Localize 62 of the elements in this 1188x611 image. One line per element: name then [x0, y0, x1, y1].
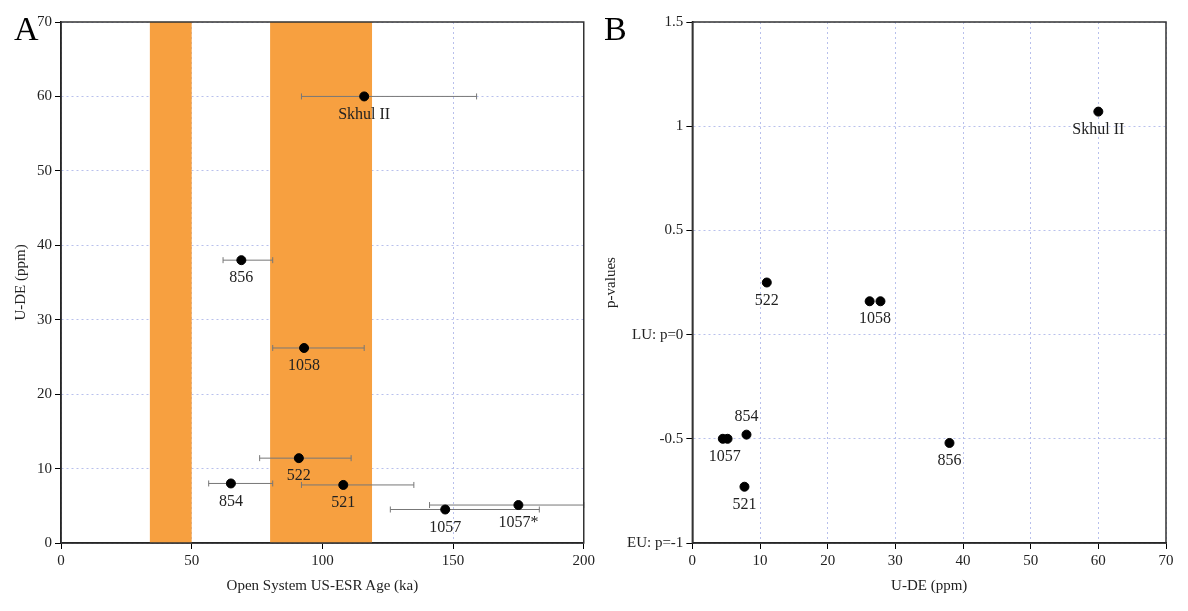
x-tick-label: 50 — [1023, 551, 1039, 568]
y-tick-label: 0 — [44, 533, 52, 550]
annotation: 1057* — [498, 513, 539, 531]
y-tick-label: 30 — [37, 310, 52, 327]
point — [741, 429, 752, 440]
point — [875, 296, 886, 307]
point — [864, 296, 875, 307]
point — [359, 91, 370, 102]
x-tick-label: 40 — [955, 551, 971, 568]
x-tick-label: 20 — [820, 551, 836, 568]
point — [225, 478, 236, 489]
x-tick-label: 100 — [311, 551, 334, 568]
y-tick-label: 50 — [37, 161, 52, 178]
y-tick-label: 1.5 — [664, 12, 684, 29]
y-tick-label: 10 — [37, 459, 52, 476]
x-tick-label: 70 — [1158, 551, 1174, 568]
x-tick-label: 0 — [57, 551, 65, 568]
annotation: 522 — [286, 466, 311, 484]
y-axis-title: U-DE (ppm) — [11, 244, 29, 321]
point — [761, 277, 772, 288]
annotation: 1057 — [429, 517, 462, 535]
y-tick-label: EU: p=-1 — [626, 533, 684, 550]
y-tick-label: -0.5 — [659, 429, 684, 446]
annotation: Skhul II — [1072, 119, 1125, 137]
point — [299, 343, 310, 353]
annotation: 521 — [331, 493, 356, 511]
x-tick-label: 60 — [1090, 551, 1106, 568]
chart-title: A — [14, 9, 39, 47]
x-tick-label: 10 — [752, 551, 768, 568]
point — [1093, 106, 1104, 117]
y-tick-label: 60 — [37, 87, 52, 104]
x-axis-title: Open System US-ESR Age (ka) — [226, 576, 419, 594]
y-tick-label: 20 — [37, 385, 52, 402]
x-tick-label: 30 — [887, 551, 903, 568]
x-axis-title: U-DE (ppm) — [891, 576, 968, 594]
annotation: 1058 — [288, 356, 321, 374]
annotation: 522 — [754, 290, 779, 308]
point — [293, 453, 304, 464]
y-tick-label: 0.5 — [664, 221, 684, 238]
chart-title: B — [604, 9, 627, 47]
x-tick-label: 200 — [572, 551, 595, 568]
y-tick-label: 70 — [37, 12, 52, 29]
x-tick-label: 0 — [688, 551, 697, 568]
y-tick-label: 1 — [675, 117, 684, 134]
y-axis-title: p-values — [601, 256, 618, 308]
point — [944, 437, 955, 448]
annotation: 854 — [218, 491, 243, 509]
point — [236, 255, 247, 266]
point — [440, 504, 451, 515]
annotation: 854 — [734, 406, 759, 424]
annotation: 1057 — [708, 447, 741, 464]
x-tick-label: 50 — [184, 551, 200, 568]
annotation: 856 — [937, 451, 962, 469]
point — [513, 500, 524, 511]
annotation: 521 — [732, 494, 757, 512]
x-tick-label: 150 — [441, 551, 465, 568]
y-tick-label: 40 — [37, 236, 52, 253]
point — [338, 479, 349, 490]
annotation: 856 — [229, 268, 254, 286]
point — [739, 481, 750, 492]
annotation: 1058 — [859, 309, 892, 327]
y-tick-label: LU: p=0 — [631, 325, 684, 342]
